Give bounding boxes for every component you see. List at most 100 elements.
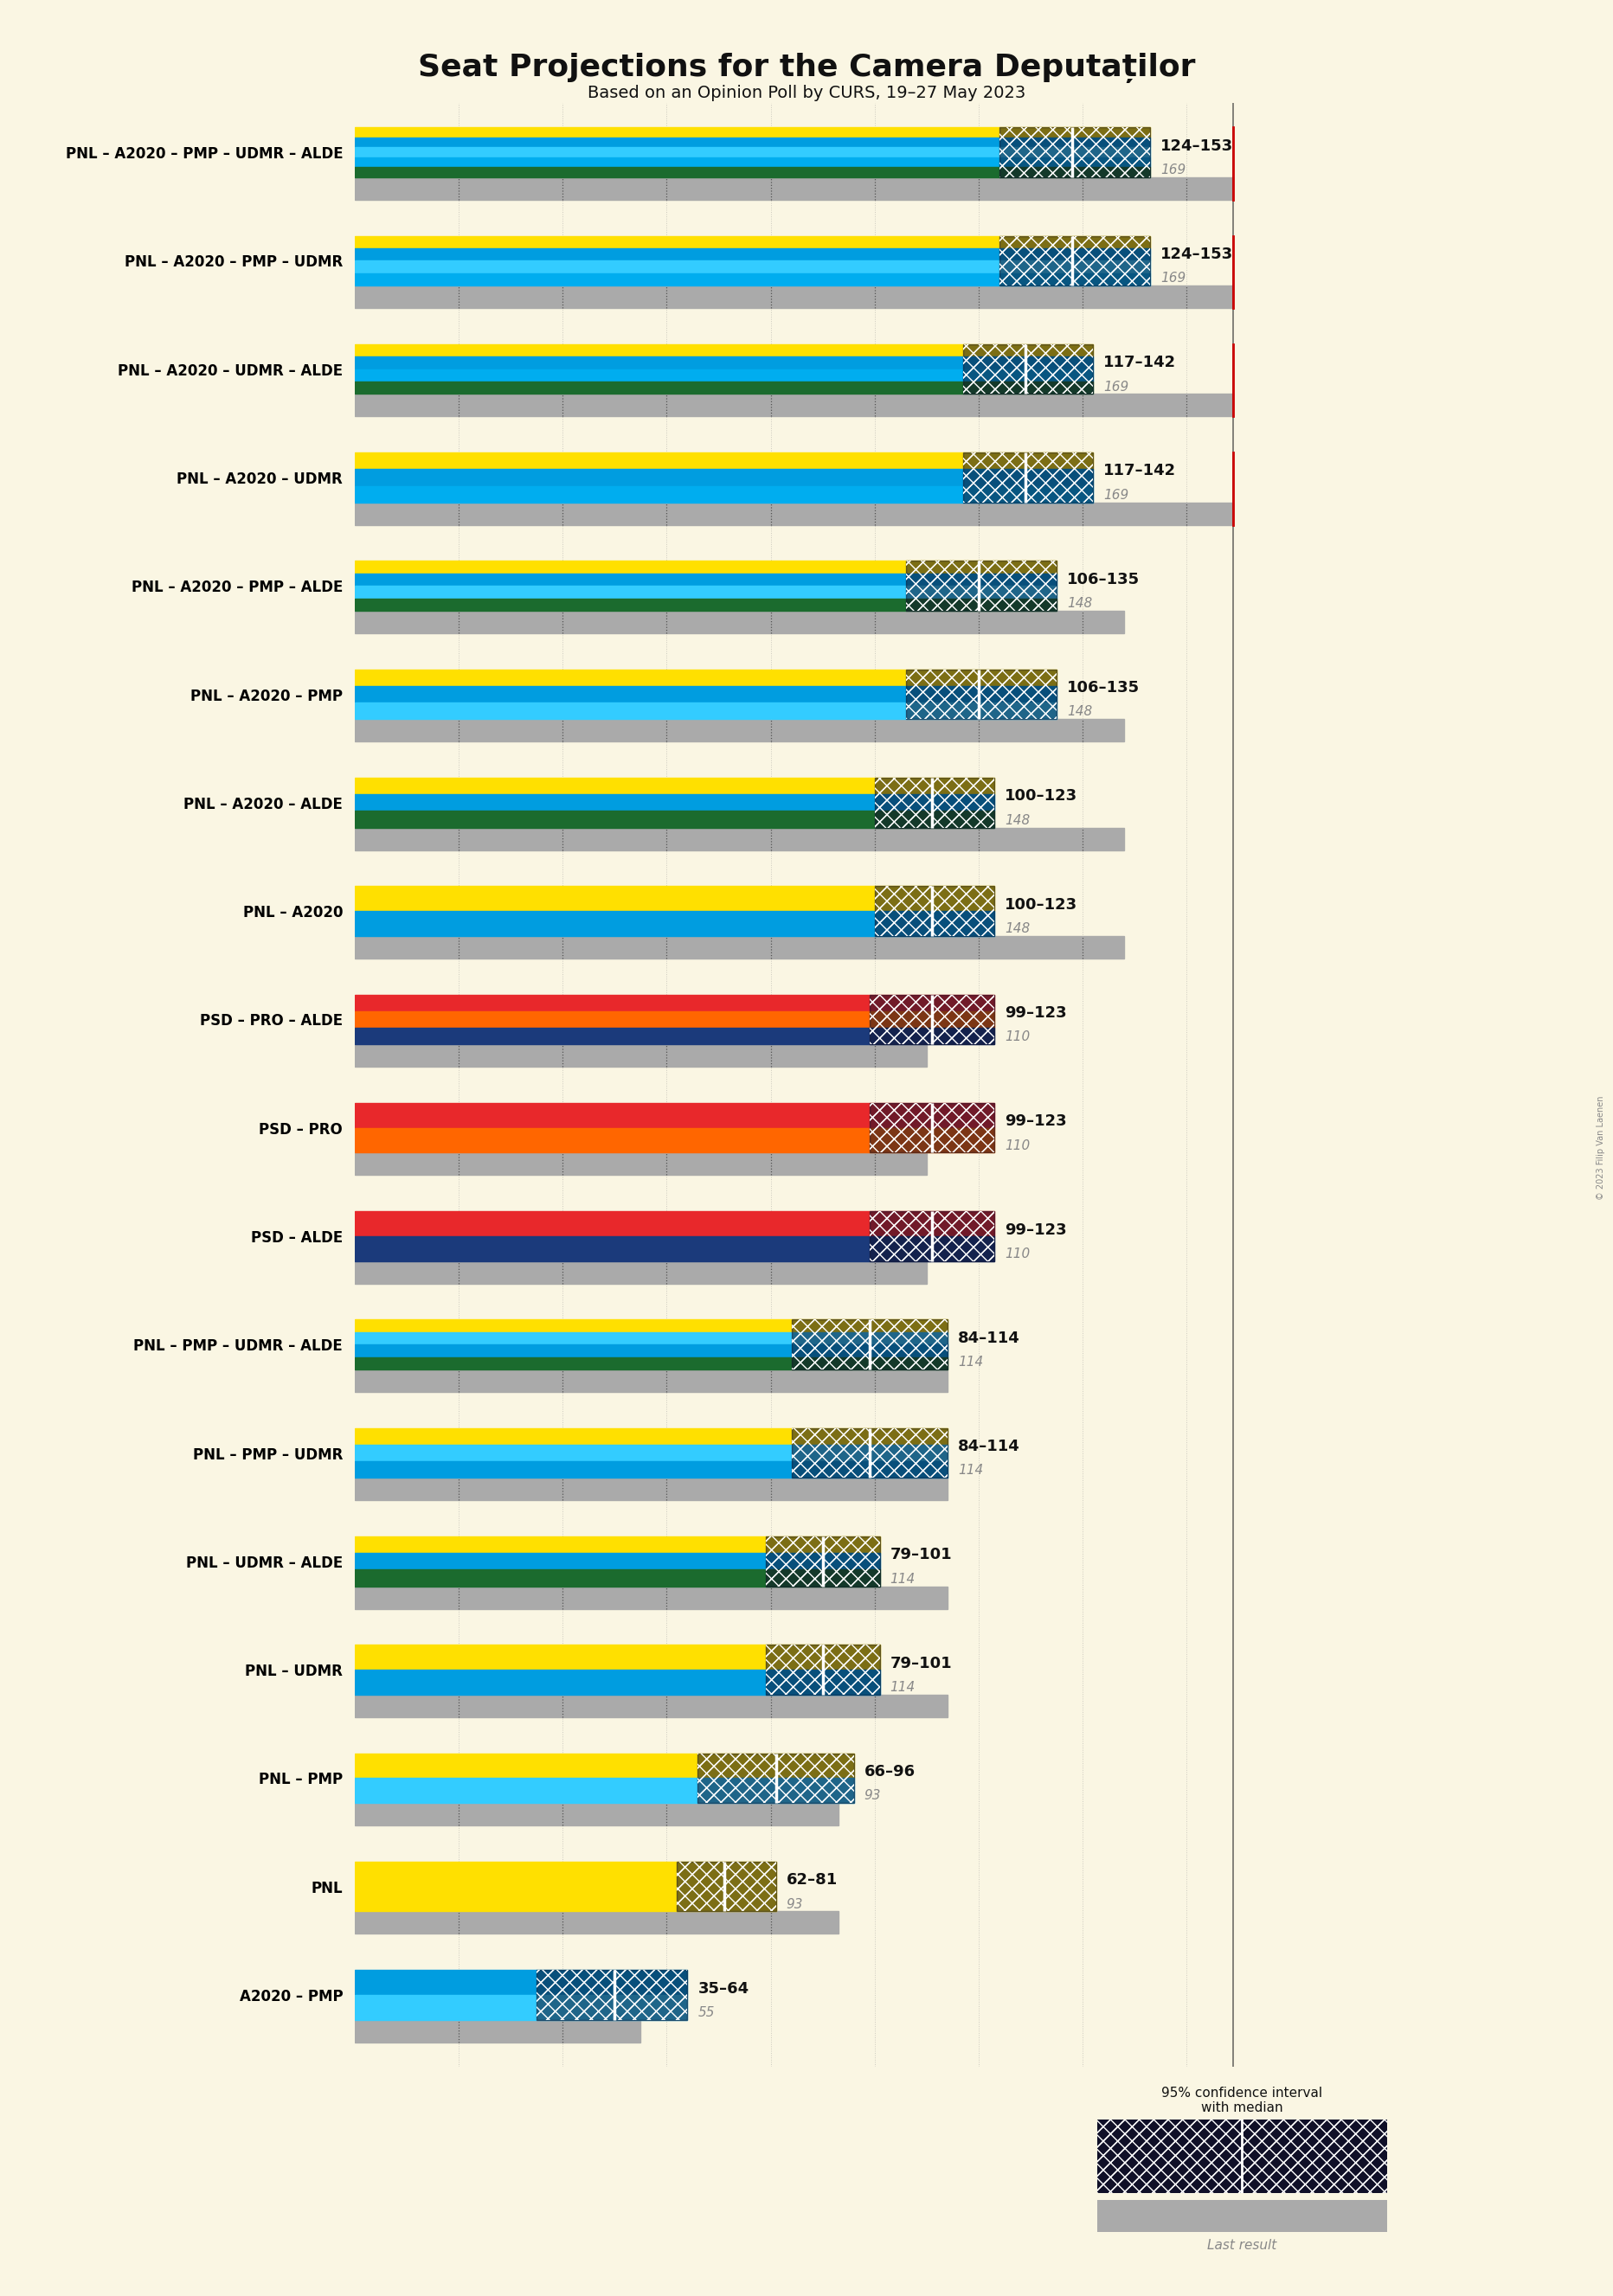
Bar xyxy=(869,994,994,1045)
Bar xyxy=(963,452,1094,468)
Bar xyxy=(766,1536,879,1587)
Bar xyxy=(355,1995,537,2020)
Bar xyxy=(963,344,1094,395)
Bar xyxy=(355,356,963,370)
Bar xyxy=(874,886,994,937)
Bar xyxy=(355,452,963,468)
Text: 95% confidence interval
with median: 95% confidence interval with median xyxy=(1161,2087,1323,2115)
Bar xyxy=(355,503,1234,526)
Bar xyxy=(874,886,994,937)
Bar xyxy=(355,1045,926,1068)
Bar xyxy=(698,1754,853,1777)
Bar xyxy=(355,344,963,356)
Text: 55: 55 xyxy=(698,2007,715,2018)
Bar xyxy=(355,147,1000,156)
Bar xyxy=(355,177,1234,200)
Bar xyxy=(766,1536,879,1587)
Bar xyxy=(355,262,1000,273)
Bar xyxy=(355,611,1124,634)
Bar xyxy=(537,1970,687,1995)
Text: 84–114: 84–114 xyxy=(958,1329,1019,1345)
Bar xyxy=(869,1212,994,1235)
Bar xyxy=(1000,156,1150,168)
Bar xyxy=(355,273,1000,285)
Bar xyxy=(874,810,994,827)
Bar xyxy=(355,1261,926,1283)
Bar xyxy=(869,1029,994,1045)
Bar xyxy=(355,1913,839,1933)
Bar xyxy=(1000,248,1150,262)
Text: 62–81: 62–81 xyxy=(786,1871,837,1887)
Bar xyxy=(698,1754,853,1802)
Bar xyxy=(792,1428,947,1479)
Bar xyxy=(874,886,994,937)
Bar xyxy=(766,1552,879,1570)
Text: 66–96: 66–96 xyxy=(865,1763,915,1779)
Bar xyxy=(355,156,1000,168)
Bar xyxy=(1000,147,1150,156)
Text: 79–101: 79–101 xyxy=(890,1655,952,1671)
Bar xyxy=(355,670,907,687)
Bar xyxy=(355,794,874,810)
Bar xyxy=(907,560,1057,574)
Text: 110: 110 xyxy=(1005,1031,1029,1045)
Bar xyxy=(792,1428,947,1479)
Bar xyxy=(792,1320,947,1368)
Bar xyxy=(355,687,907,703)
Bar xyxy=(874,912,994,937)
Bar xyxy=(537,1970,687,2020)
Bar xyxy=(907,560,1057,611)
Bar xyxy=(355,1644,766,1669)
Text: 169: 169 xyxy=(1160,271,1186,285)
Bar xyxy=(869,1102,994,1153)
Bar xyxy=(537,1995,687,2020)
Text: 79–101: 79–101 xyxy=(890,1548,952,1564)
Text: 169: 169 xyxy=(1160,163,1186,177)
Bar xyxy=(869,1102,994,1127)
Bar xyxy=(792,1320,947,1332)
Bar xyxy=(792,1320,947,1368)
Bar xyxy=(355,574,907,585)
Bar xyxy=(355,937,1124,957)
Bar xyxy=(963,381,1094,395)
Text: 148: 148 xyxy=(1005,813,1029,827)
Bar xyxy=(1000,168,1150,177)
Bar xyxy=(1000,138,1150,147)
Bar xyxy=(907,670,1057,719)
Bar xyxy=(963,452,1094,503)
Bar xyxy=(766,1644,879,1694)
Text: 93: 93 xyxy=(865,1789,881,1802)
Bar xyxy=(355,248,1000,262)
Bar xyxy=(355,487,963,503)
Bar xyxy=(907,670,1057,719)
Bar xyxy=(355,1536,766,1552)
Bar xyxy=(355,719,1124,742)
Bar xyxy=(355,1552,766,1570)
Bar xyxy=(1000,262,1150,273)
Bar xyxy=(963,344,1094,356)
Bar xyxy=(792,1332,947,1345)
Text: 114: 114 xyxy=(890,1573,916,1587)
Bar xyxy=(355,827,1124,850)
Bar xyxy=(963,356,1094,370)
Bar xyxy=(907,703,1057,719)
Bar xyxy=(874,778,994,827)
Bar xyxy=(355,1570,766,1587)
Bar xyxy=(766,1644,879,1694)
Bar xyxy=(869,1212,994,1261)
Bar xyxy=(355,1428,792,1444)
Text: 106–135: 106–135 xyxy=(1066,572,1140,588)
Text: 35–64: 35–64 xyxy=(698,1981,748,1995)
Bar xyxy=(907,585,1057,599)
Bar xyxy=(766,1669,879,1694)
Bar xyxy=(869,994,994,1010)
Bar xyxy=(963,452,1094,503)
Bar xyxy=(537,1970,687,2020)
Bar xyxy=(355,1970,537,1995)
Bar xyxy=(1000,126,1150,177)
Text: Last result: Last result xyxy=(1207,2239,1277,2252)
Text: Seat Projections for the Camera Deputaților: Seat Projections for the Camera Deputați… xyxy=(418,53,1195,83)
Text: 114: 114 xyxy=(958,1465,982,1476)
Bar xyxy=(963,344,1094,395)
Bar xyxy=(355,138,1000,147)
